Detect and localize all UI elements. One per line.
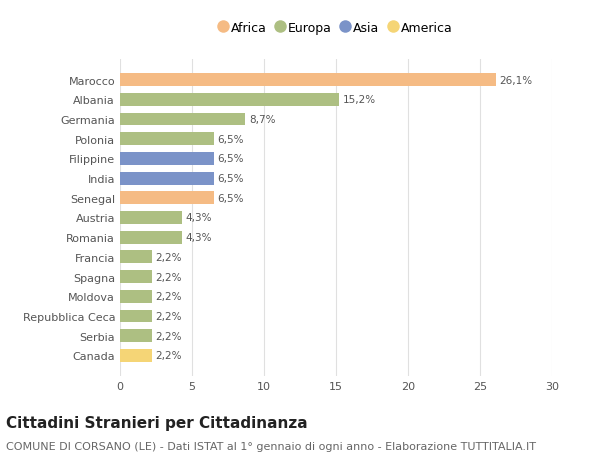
Bar	[120, 172, 214, 185]
Text: 2,2%: 2,2%	[155, 272, 182, 282]
Text: 6,5%: 6,5%	[217, 154, 244, 164]
Bar	[120, 74, 496, 87]
Bar	[120, 251, 152, 264]
Text: 2,2%: 2,2%	[155, 331, 182, 341]
Bar	[120, 330, 152, 342]
Bar	[120, 94, 339, 106]
Text: 4,3%: 4,3%	[185, 213, 212, 223]
Text: 2,2%: 2,2%	[155, 351, 182, 361]
Bar	[120, 192, 214, 205]
Text: 6,5%: 6,5%	[217, 134, 244, 145]
Bar	[120, 290, 152, 303]
Bar	[120, 310, 152, 323]
Text: 6,5%: 6,5%	[217, 193, 244, 203]
Bar	[120, 113, 245, 126]
Text: 2,2%: 2,2%	[155, 311, 182, 321]
Text: 2,2%: 2,2%	[155, 252, 182, 263]
Text: 6,5%: 6,5%	[217, 174, 244, 184]
Text: 26,1%: 26,1%	[499, 75, 533, 85]
Bar	[120, 133, 214, 146]
Text: Cittadini Stranieri per Cittadinanza: Cittadini Stranieri per Cittadinanza	[6, 415, 308, 431]
Legend: Africa, Europa, Asia, America: Africa, Europa, Asia, America	[220, 22, 452, 34]
Text: COMUNE DI CORSANO (LE) - Dati ISTAT al 1° gennaio di ogni anno - Elaborazione TU: COMUNE DI CORSANO (LE) - Dati ISTAT al 1…	[6, 441, 536, 451]
Bar	[120, 349, 152, 362]
Bar	[120, 231, 182, 244]
Text: 8,7%: 8,7%	[249, 115, 275, 125]
Bar	[120, 271, 152, 283]
Text: 2,2%: 2,2%	[155, 291, 182, 302]
Bar	[120, 212, 182, 224]
Text: 15,2%: 15,2%	[343, 95, 376, 105]
Bar	[120, 153, 214, 165]
Text: 4,3%: 4,3%	[185, 233, 212, 243]
